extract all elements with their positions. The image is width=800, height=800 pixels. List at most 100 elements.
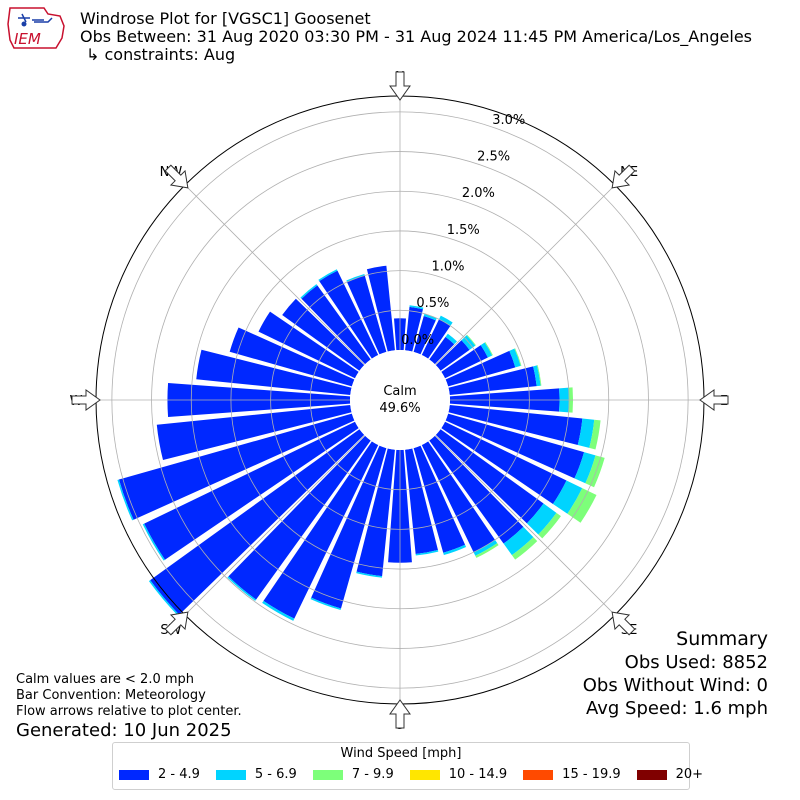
radial-tick-label-3: 1.5% [447,223,480,238]
bar-dir-100-bin-2 [589,419,601,450]
grid-spoke-NE [435,184,616,365]
summary-block: Summary Obs Used: 8852 Obs Without Wind:… [583,628,768,720]
legend: Wind Speed [mph] 2 - 4.9 5 - 6.9 7 - 9.9 10… [112,742,703,790]
bar-dir-300-bin-0 [258,311,359,379]
bar-dir-70-bin-0 [445,350,516,387]
bar-dir-200-bin-0 [311,445,387,609]
chart-header: Windrose Plot for [VGSC1] Goosenet Obs B… [80,10,752,64]
bar-dir-320-bin-0 [301,285,371,365]
legend-swatch-5 [636,769,667,780]
radial-tick-label-0: 0.0% [401,333,434,348]
bar-dir-100-bin-0 [448,405,583,445]
bar-dir-230-bin-1 [148,580,180,616]
bar-dir-80-bin-1 [533,365,541,387]
obs-used: Obs Used: 8852 [624,652,768,673]
iem-logo: IEM [7,7,65,49]
bar-dir-30-bin-0 [421,319,451,359]
bar-dir-330-bin-0 [319,270,379,359]
legend-items: 2 - 4.9 5 - 6.9 7 - 9.9 10 - 14.9 15 - 19.9 2… [119,767,719,782]
bar-dir-70-bin-2 [514,348,522,366]
bar-dir-170-bin-1 [415,550,439,556]
bar-dir-130-bin-2 [538,512,561,539]
bar-dir-80-bin-0 [448,366,537,395]
bar-dir-260-bin-0 [156,405,352,460]
chart-title: Windrose Plot for [VGSC1] Goosenet [80,9,371,28]
bar-dir-310-bin-0 [282,298,365,371]
bar-dir-340-bin-0 [346,275,387,355]
legend-item-3: 10 - 14.9 [409,767,507,782]
bar-dir-140-bin-2 [511,537,538,560]
bar-dir-150-bin-1 [473,539,498,556]
bar-dir-220-bin-1 [227,576,257,601]
bar-dir-50-bin-2 [466,334,476,346]
legend-item-4: 15 - 19.9 [523,767,621,782]
grid-spoke-NW [184,184,365,365]
legend-swatch-0 [119,769,149,780]
legend-swatch-2 [312,769,343,780]
legend-label-4: 15 - 19.9 [562,767,621,782]
legend-swatch-4 [523,769,554,780]
bar-dir-20-bin-1 [423,313,437,321]
constraints: ↳ constraints: Aug [86,45,236,64]
calm-value: 49.6% [379,401,420,416]
bar-dir-330-bin-1 [318,269,338,282]
summary-title: Summary [676,628,768,650]
bar-dir-80-bin-2 [536,365,542,386]
radial-tick-label-6: 3.0% [492,113,525,128]
radial-tick-label-2: 1.0% [432,259,465,274]
bar-dir-40-bin-1 [445,333,457,345]
radial-tick-label-5: 2.5% [477,149,510,164]
bar-dir-130-bin-1 [526,503,557,535]
bar-dir-170-bin-0 [405,448,438,554]
bar-dir-140-bin-1 [503,526,534,556]
flow-note: Flow arrows relative to plot center. [16,704,242,719]
flow-arrow-S [389,699,411,729]
bar-dir-190-bin-1 [356,571,383,578]
bar-dir-120-bin-0 [441,421,567,504]
bar-dir-60-bin-2 [484,342,493,356]
bar-dir-210-bin-0 [263,441,379,619]
generated-date: Generated: 10 Jun 2025 [16,720,232,741]
flow-arrow-SE [611,611,636,636]
bar-dir-230-bin-0 [150,429,365,615]
bar-dir-110-bin-1 [574,452,596,484]
bar-convention-note: Bar Convention: Meteorology [16,688,206,703]
obs-range: Obs Between: 31 Aug 2020 03:30 PM - 31 A… [80,27,752,46]
logo-text: IEM [14,30,41,48]
bar-dir-110-bin-0 [445,413,585,479]
bar-dir-150-bin-2 [475,543,499,558]
obs-without-wind: Obs Without Wind: 0 [582,675,768,696]
calm-note: Calm values are < 2.0 mph [16,672,195,687]
avg-speed: Avg Speed: 1.6 mph [586,698,768,719]
bar-dir-250-bin-1 [117,479,134,521]
legend-label-2: 7 - 9.9 [351,767,394,782]
legend-title: Wind Speed [mph] [340,746,462,761]
bar-dir-20-bin-0 [413,315,436,355]
bar-dir-70-bin-1 [509,348,521,368]
notes-block: Calm values are < 2.0 mph Bar Convention… [16,672,242,742]
bar-dir-160-bin-0 [413,445,466,553]
bar-dir-140-bin-0 [429,435,524,544]
bar-dir-50-bin-0 [435,340,470,371]
bar-dir-100-bin-1 [577,418,595,448]
radial-tick-label-1: 0.5% [416,296,449,311]
legend-swatch-1 [215,769,246,780]
legend-item-1: 5 - 6.9 [215,767,297,782]
grid-layer [96,96,704,704]
bar-dir-150-bin-0 [421,441,496,553]
bar-dir-110-bin-2 [585,455,605,488]
legend-label-5: 20+ [675,767,704,782]
bar-dir-40-bin-0 [429,336,455,365]
tick-layer: 0.0% 0.5% 1.0% 1.5% 2.0% 2.5% 3.0% [401,113,525,348]
bar-dir-240-bin-1 [142,523,165,561]
bar-dir-350-bin-0 [366,265,395,352]
bar-dir-160-bin-1 [443,544,467,556]
flow-arrow-W [71,389,101,411]
flow-arrow-NE [611,164,636,189]
calm-circle [350,350,450,450]
bar-dir-250-bin-0 [118,413,355,520]
flow-arrow-E [699,389,729,411]
legend-item-5: 20+ [636,767,704,782]
bar-dir-290-bin-0 [229,327,355,387]
